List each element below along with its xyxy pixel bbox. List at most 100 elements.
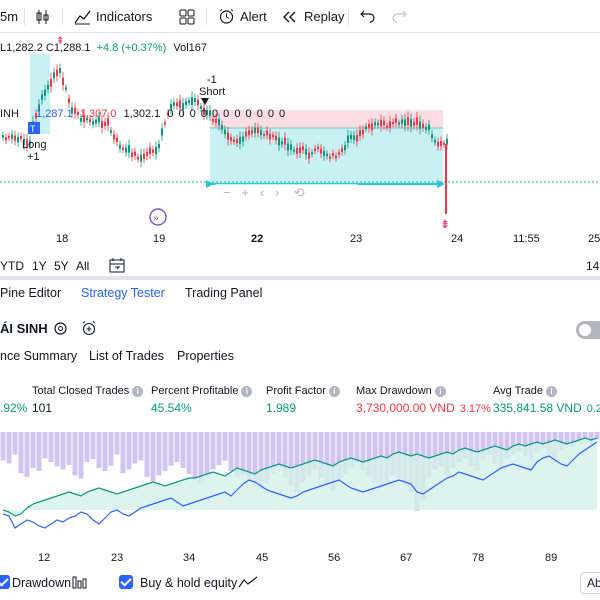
candle-body (5, 137, 7, 141)
tab-performance-summary[interactable]: nce Summary (0, 349, 78, 363)
tab-trading-panel[interactable]: Trading Panel (185, 286, 263, 300)
deep-backtest-toggle[interactable] (576, 321, 600, 339)
candle-body (80, 117, 82, 122)
candle-body (77, 112, 79, 116)
time-label: 23 (350, 233, 363, 245)
drawdown-bar (330, 432, 336, 491)
undo-icon[interactable] (360, 0, 375, 33)
candle-body (398, 122, 400, 125)
candle-body (248, 130, 250, 136)
info-icon[interactable]: i (328, 386, 340, 397)
ohlc-values: L1,282.2 C1,288.1 (0, 42, 91, 54)
candle-body (422, 123, 424, 128)
candle-body (185, 101, 187, 106)
go-to-realtime-icon[interactable] (149, 208, 167, 226)
candle-body (266, 130, 268, 136)
candle-body (245, 131, 247, 137)
candle-body (392, 121, 394, 124)
candles-icon[interactable] (35, 0, 51, 33)
tab-strategy-tester[interactable]: Strategy Tester (81, 286, 165, 300)
redo-icon[interactable] (392, 0, 407, 33)
date-range-bar: YTD 1Y 5Y All 14 (0, 256, 600, 278)
drawdown-bar (318, 432, 324, 479)
drawdown-bar (348, 432, 354, 468)
candle-body (308, 152, 310, 159)
alert-button[interactable]: Alert (218, 0, 267, 33)
drawdown-bar (156, 432, 162, 476)
candle-body (155, 146, 157, 155)
price-chart[interactable]: T ⇟ ⇞ − + ‹ › ⟲ » L1,282.2 C1,288.1 +4.8… (0, 34, 600, 253)
tab-pine-editor[interactable]: Pine Editor (0, 286, 62, 300)
replay-button[interactable]: Replay (282, 0, 344, 33)
zero-values: 0 0 0 0 0 0 0 0 0 0 0 (167, 108, 287, 120)
price-readout-3: 1,302.1 (123, 108, 161, 120)
info-icon[interactable]: i (434, 386, 446, 397)
range-all[interactable]: All (76, 259, 90, 273)
metric-label: Percent Profitable (151, 385, 239, 397)
range-5y[interactable]: 5Y (54, 259, 69, 273)
drawdown-bar (138, 432, 144, 461)
candle-body (152, 149, 154, 153)
indicator-legend: INH 1,287.1 1,307.0 1,302.1 0 0 0 0 0 0 … (0, 108, 286, 120)
candle-body (272, 134, 274, 138)
metric-value: .92% (0, 401, 28, 415)
absolute-toggle-button[interactable]: Ab (580, 572, 600, 594)
price-chart-canvas[interactable]: T ⇟ ⇞ − + ‹ › ⟲ » (0, 34, 600, 253)
info-icon[interactable]: i (241, 386, 253, 397)
drawdown-bar (54, 432, 60, 467)
candle-body (257, 127, 259, 133)
candle-body (23, 139, 25, 146)
drawdown-bar (6, 432, 12, 464)
price-readout: 1,287.1 (36, 108, 73, 120)
buy-hold-checkbox[interactable] (119, 575, 133, 589)
drawdown-checkbox[interactable] (0, 575, 10, 589)
settings-icon[interactable] (53, 321, 68, 339)
candle-body (104, 121, 106, 126)
candle-body (365, 126, 367, 129)
chart-nav-controls[interactable]: − + ‹ › ⟲ (214, 184, 359, 202)
alarm-icon (219, 9, 234, 24)
range-ytd[interactable]: YTD (0, 259, 24, 273)
calendar-range-icon[interactable] (108, 257, 126, 277)
drawdown-bar (366, 432, 372, 477)
drawdown-bar (114, 432, 120, 455)
drawdown-bar (558, 432, 564, 450)
metric-label: Total Closed Trades (32, 385, 130, 397)
equity-legend-footer: Drawdown Buy & hold equity Ab (0, 572, 600, 596)
tab-properties[interactable]: Properties (177, 349, 234, 363)
candle-body (86, 118, 88, 121)
candle-body (287, 143, 289, 151)
drawdown-bar (450, 432, 456, 468)
candle-body (29, 140, 31, 146)
candle-body (2, 135, 4, 138)
candle-body (125, 147, 127, 153)
candle-body (194, 97, 196, 102)
alarm-add-icon[interactable] (81, 320, 97, 339)
candle-body (377, 122, 379, 126)
candle-body (329, 156, 331, 159)
entry-arrow-right (437, 180, 445, 188)
layout-grid-icon[interactable] (179, 0, 195, 33)
range-1y[interactable]: 1Y (32, 259, 47, 273)
info-icon[interactable]: i (545, 386, 557, 397)
drawdown-bar (582, 432, 588, 441)
drawdown-bar (222, 432, 228, 461)
metric-profit-factor: Profit Factor i 1.989 (266, 383, 340, 415)
drawdown-bar (24, 432, 30, 477)
time-axis[interactable]: 18 19 22 23 24 11:55 25 (0, 233, 600, 253)
info-icon[interactable]: i (132, 386, 144, 397)
tab-list-of-trades[interactable]: List of Trades (89, 349, 165, 363)
candle-body (116, 137, 118, 142)
panel-divider[interactable] (0, 276, 600, 280)
candle-body (134, 151, 136, 156)
candle-body (98, 116, 100, 123)
indicators-button[interactable]: Indicators (74, 0, 152, 33)
interval-button[interactable]: 5m (0, 0, 18, 33)
drawdown-bar (276, 432, 282, 468)
candle-body (68, 98, 70, 104)
drawdown-bar (264, 432, 270, 483)
candle-body (140, 154, 142, 162)
equity-chart[interactable] (0, 432, 600, 542)
candle-body (269, 133, 271, 140)
candle-body (14, 135, 16, 141)
